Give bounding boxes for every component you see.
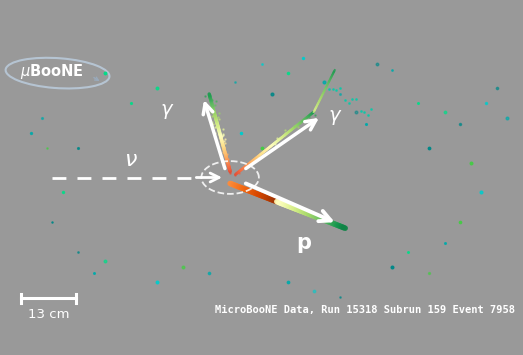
Text: $\nu$: $\nu$ <box>124 149 138 170</box>
Text: $\gamma$: $\gamma$ <box>160 102 175 121</box>
Text: p: p <box>296 233 311 253</box>
Text: 13 cm: 13 cm <box>28 308 69 321</box>
Text: MicroBooNE Data, Run 15318 Subrun 159 Event 7958: MicroBooNE Data, Run 15318 Subrun 159 Ev… <box>215 305 515 315</box>
Text: $\gamma$: $\gamma$ <box>327 108 342 127</box>
Text: $\mu$BooNE: $\mu$BooNE <box>20 62 84 81</box>
